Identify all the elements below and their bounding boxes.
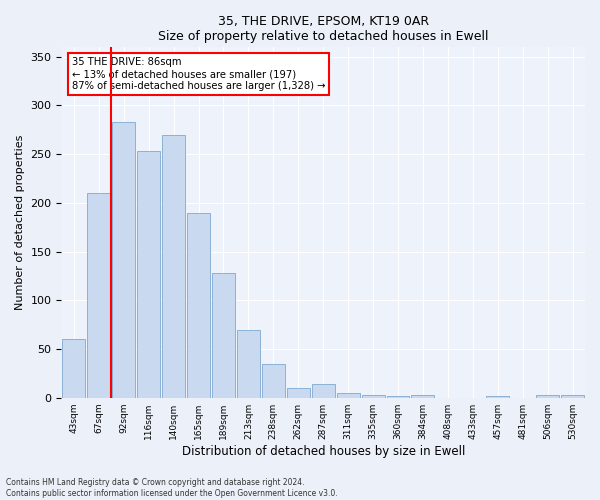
Text: 35 THE DRIVE: 86sqm
← 13% of detached houses are smaller (197)
87% of semi-detac: 35 THE DRIVE: 86sqm ← 13% of detached ho…	[72, 58, 325, 90]
Bar	[212, 273, 235, 398]
Bar	[112, 122, 135, 398]
Bar	[337, 393, 359, 398]
Bar	[137, 151, 160, 398]
Bar	[287, 388, 310, 398]
Bar	[412, 395, 434, 398]
Bar	[187, 212, 210, 398]
Bar	[62, 339, 85, 398]
Bar	[237, 330, 260, 398]
Bar	[486, 396, 509, 398]
Bar	[312, 384, 335, 398]
Bar	[162, 134, 185, 398]
Bar	[88, 193, 110, 398]
Bar	[561, 395, 584, 398]
Bar	[386, 396, 409, 398]
Y-axis label: Number of detached properties: Number of detached properties	[15, 134, 25, 310]
Text: Contains HM Land Registry data © Crown copyright and database right 2024.
Contai: Contains HM Land Registry data © Crown c…	[6, 478, 338, 498]
X-axis label: Distribution of detached houses by size in Ewell: Distribution of detached houses by size …	[182, 444, 465, 458]
Bar	[536, 395, 559, 398]
Bar	[262, 364, 285, 398]
Bar	[362, 395, 385, 398]
Title: 35, THE DRIVE, EPSOM, KT19 0AR
Size of property relative to detached houses in E: 35, THE DRIVE, EPSOM, KT19 0AR Size of p…	[158, 15, 488, 43]
